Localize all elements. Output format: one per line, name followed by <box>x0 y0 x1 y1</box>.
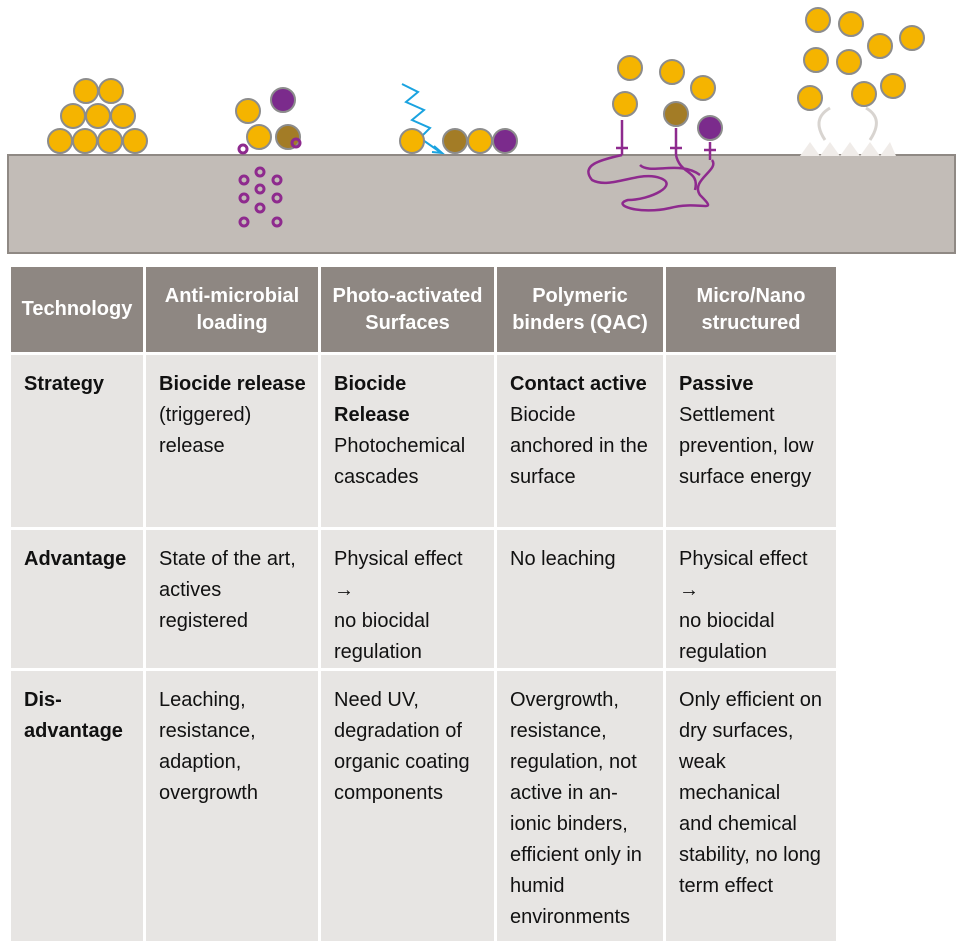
cell-line: resistance, <box>510 720 607 742</box>
cell-line: no biocidal <box>679 610 775 632</box>
cell-line: ionic binders, <box>510 813 628 835</box>
cell-line: degradation of <box>334 720 462 742</box>
cell-line: regulation <box>334 641 422 663</box>
page: Technology Anti-microbial loading Photo-act… <box>7 7 956 941</box>
cell-line: efficient only in <box>510 844 642 866</box>
table-cell: Biocide release (triggered) release <box>146 355 318 527</box>
cell-line: anchored in the <box>510 435 648 457</box>
header-cell: Technology <box>11 267 143 352</box>
surface <box>7 154 956 254</box>
header-cell: Anti-microbial loading <box>146 267 318 352</box>
header-row: Technology Anti-microbial loading Photo-act… <box>11 267 836 352</box>
cell-line: Photochemical <box>334 435 466 457</box>
header-cell: Micro/Nano structured <box>666 267 836 352</box>
cell-heading: Contact active <box>510 373 647 395</box>
cell-heading: Biocide release <box>159 373 306 395</box>
table-cell: Passive Settlement prevention, low surface … <box>666 355 836 527</box>
cell-line: binders (QAC) <box>512 311 648 334</box>
cell-line: no biocidal <box>334 610 430 632</box>
table-cell: Contact active Biocide anchored in the surf… <box>497 355 663 527</box>
cell-line: Surfaces <box>365 311 450 334</box>
cell-line: No leaching <box>510 548 616 570</box>
cell-line: Dis- <box>24 689 62 711</box>
cell-line: Strategy <box>24 373 105 395</box>
table-row: Dis-advantage Leaching, resistance, adaptio… <box>11 671 836 941</box>
table-cell: No leaching <box>497 530 663 668</box>
cell-line: Settlement <box>679 404 775 426</box>
table-cell: State of the art, actives registered <box>146 530 318 668</box>
table-cell: Need UV, degradation of organic coating com… <box>321 671 494 941</box>
cell-line: dry surfaces, <box>679 720 794 742</box>
table-row: Strategy Biocide release (triggered) releas… <box>11 355 836 527</box>
cell-line: structured <box>701 311 801 334</box>
cell-line: stability, no long <box>679 844 821 866</box>
cell-line: loading <box>196 311 268 334</box>
light-arrowhead <box>431 145 446 155</box>
cell-line: Micro/Nano <box>696 284 806 307</box>
table-cell: Physical effect → no biocidal regulation <box>321 530 494 668</box>
cell-heading: Passive <box>679 373 754 395</box>
illustration <box>7 7 956 254</box>
cell-line: Physical effect → <box>679 548 808 601</box>
cell-line: Only efficient on <box>679 689 823 711</box>
cell-line: and chemical <box>679 813 797 835</box>
polymer-binder <box>587 120 716 212</box>
cell-line: Technology <box>21 298 133 320</box>
cell-line: Anti-microbial <box>164 284 300 307</box>
cell-line: components <box>334 782 443 804</box>
table-body: Strategy Biocide release (triggered) releas… <box>11 355 836 941</box>
table-cell: Only efficient on dry surfaces, weak mecha… <box>666 671 836 941</box>
table-cell: Biocide Release Photochemical cascades <box>321 355 494 527</box>
table-cell: Overgrowth, resistance, regulation, not act… <box>497 671 663 941</box>
cell-line: cascades <box>334 466 419 488</box>
cell-line: adaption, <box>159 751 242 773</box>
particles-photo <box>399 128 518 154</box>
cell-line: surface <box>510 466 576 488</box>
cell-line: Need UV, <box>334 689 419 711</box>
cell-line: Leaching, <box>159 689 246 711</box>
comparison-table: Technology Anti-microbial loading Photo-act… <box>8 264 839 944</box>
cell-line: advantage <box>24 720 123 742</box>
cell-line: (triggered) <box>159 404 252 426</box>
cell-line: registered <box>159 610 248 632</box>
cell-line: humid <box>510 875 565 897</box>
row-label: Dis-advantage <box>11 671 143 941</box>
particles-loading <box>47 78 301 154</box>
cell-line: active in an- <box>510 782 618 804</box>
cell-line: term effect <box>679 875 774 897</box>
nano-spikes <box>800 142 896 156</box>
cell-line: prevention, low <box>679 435 814 457</box>
cell-line: environments <box>510 906 631 928</box>
particles-nano <box>797 7 925 111</box>
table-row: Advantage State of the art, actives registe… <box>11 530 836 668</box>
cell-line: regulation <box>679 641 767 663</box>
cell-line: resistance, <box>159 720 256 742</box>
header-cell: Photo-activated Surfaces <box>321 267 494 352</box>
cell-line: Biocide <box>510 404 576 426</box>
cell-line: Polymeric <box>532 284 628 307</box>
table-cell: Leaching, resistance, adaption, overgrowth <box>146 671 318 941</box>
row-label: Advantage <box>11 530 143 668</box>
cell-line: actives <box>159 579 222 601</box>
cell-line: overgrowth <box>159 782 258 804</box>
row-label: Strategy <box>11 355 143 527</box>
repel-arrows <box>817 106 878 141</box>
cell-line: release <box>159 435 225 457</box>
cell-heading: Biocide Release <box>334 373 410 426</box>
cell-line: Advantage <box>24 548 127 570</box>
cell-line: surface energy <box>679 466 812 488</box>
cell-line: regulation, not <box>510 751 637 773</box>
table-cell: Physical effect → no biocidal regulation <box>666 530 836 668</box>
cell-line: State of the art, <box>159 548 296 570</box>
cell-line: organic coating <box>334 751 470 773</box>
cell-line: Physical effect → <box>334 548 463 601</box>
header-cell: Polymeric binders (QAC) <box>497 267 663 352</box>
cell-line: Overgrowth, <box>510 689 619 711</box>
cell-line: weak mechanical <box>679 751 781 804</box>
released-biocide <box>237 137 302 228</box>
particles-polymer <box>612 55 723 141</box>
cell-line: Photo-activated <box>332 284 483 307</box>
